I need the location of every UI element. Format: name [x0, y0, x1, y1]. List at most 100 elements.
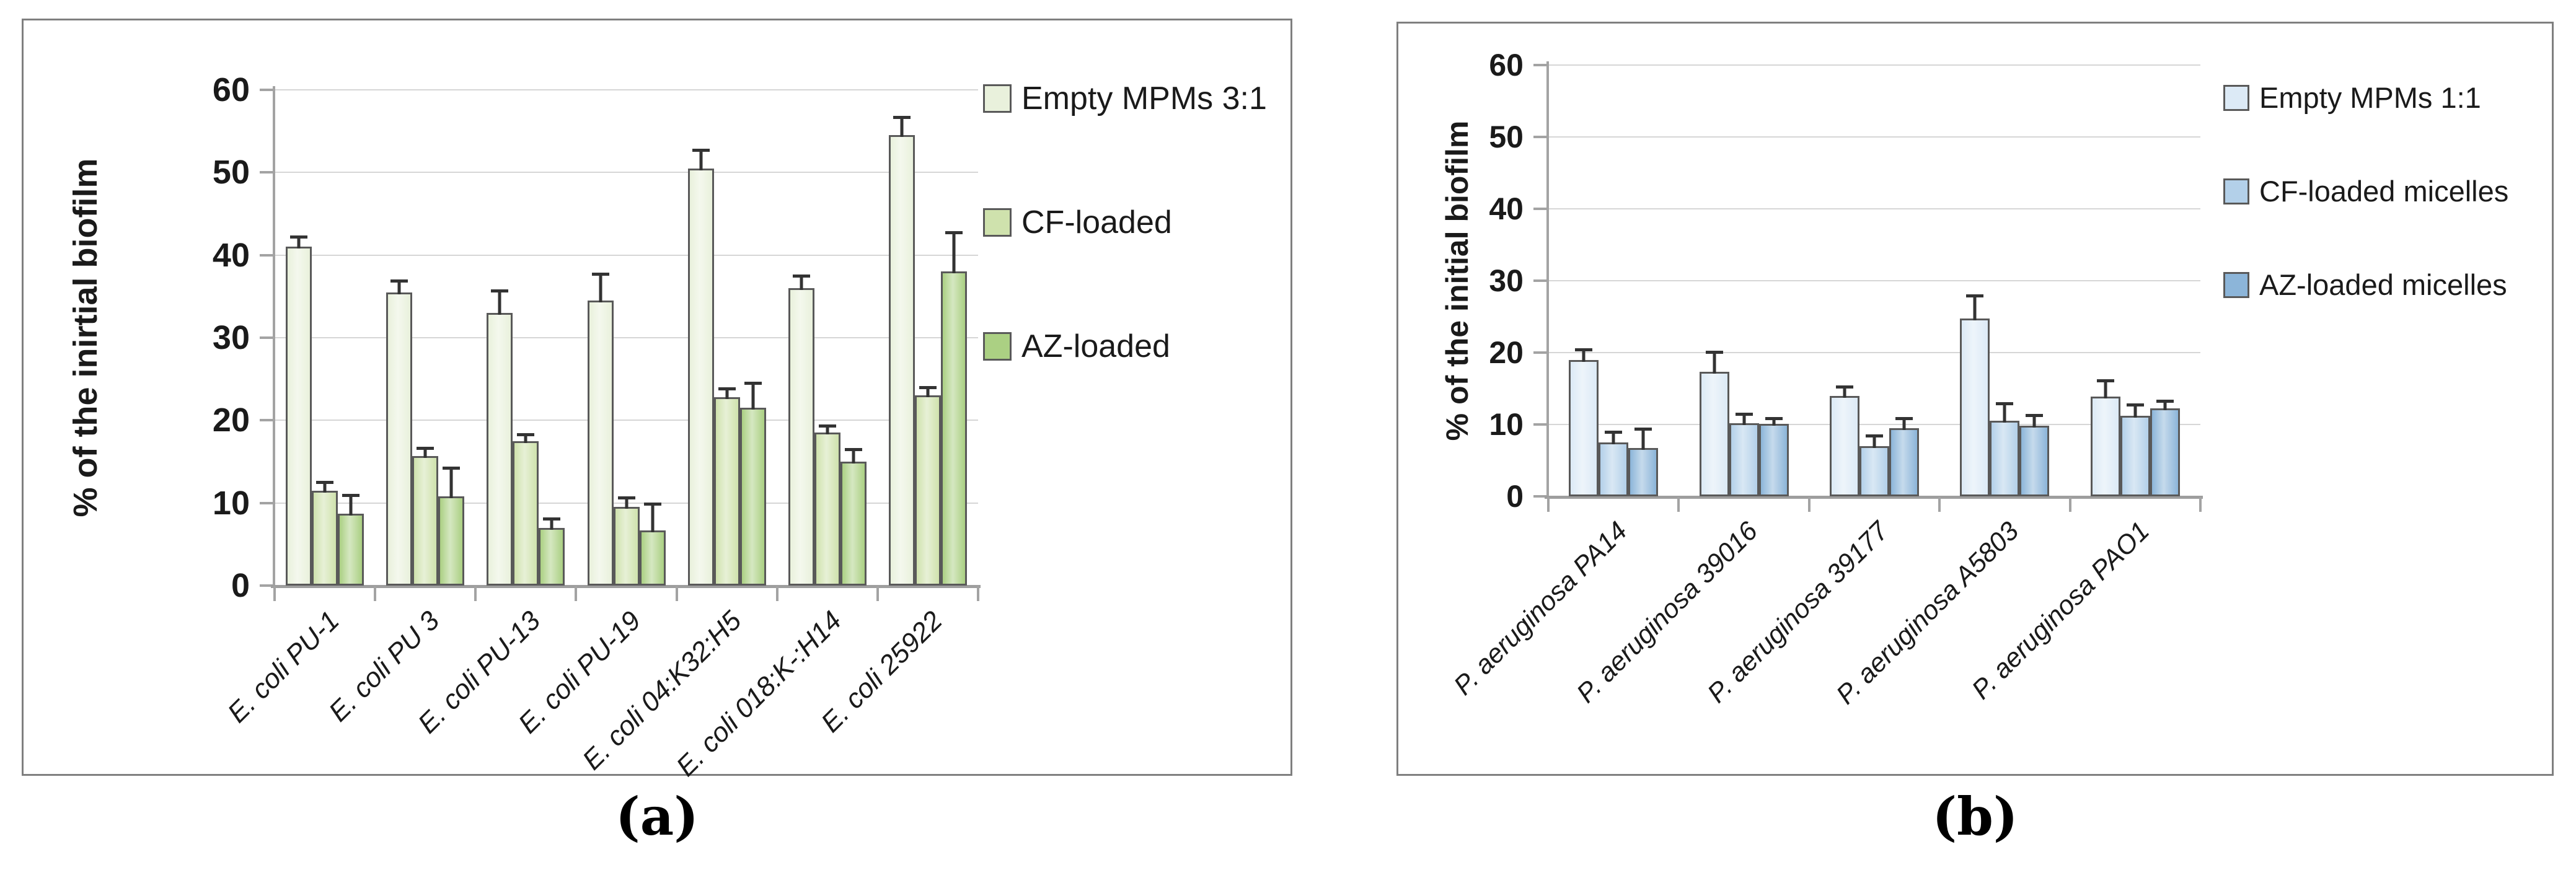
y-tick-label: 60: [1489, 48, 1524, 82]
y-gridline: [275, 254, 978, 256]
bar: [2019, 426, 2050, 496]
legend: Empty MPMs 3:1 CF-loaded AZ-loaded: [983, 82, 1267, 362]
y-tick-label: 50: [212, 154, 250, 191]
legend-item: Empty MPMs 1:1: [2223, 83, 2508, 112]
x-tick-mark: [2199, 497, 2202, 512]
error-bar-line: [1843, 389, 1846, 398]
bar: [1960, 319, 1990, 496]
bar: [1830, 395, 1859, 496]
bar: [940, 271, 967, 586]
error-bar-cap: [2026, 414, 2044, 418]
y-gridline: [1548, 280, 2200, 281]
error-bar-cap: [443, 467, 461, 470]
bar: [814, 433, 840, 586]
y-tick-label: 20: [212, 402, 250, 439]
y-gridline: [1548, 64, 2200, 66]
error-bar-line: [725, 390, 729, 399]
legend-item: CF-loaded: [983, 206, 1267, 239]
bar: [2150, 408, 2180, 496]
bar: [438, 496, 465, 586]
legend-label: AZ-loaded: [1021, 328, 1170, 364]
legend-item: CF-loaded micelles: [2223, 177, 2508, 206]
error-bar-line: [699, 152, 703, 170]
error-bar-line: [900, 118, 904, 138]
bar: [386, 292, 413, 586]
x-tick-mark: [675, 586, 678, 601]
error-bar-cap: [844, 447, 862, 451]
y-tick-label: 20: [1489, 335, 1524, 370]
y-tick-label: 30: [1489, 263, 1524, 298]
bar: [2090, 396, 2120, 496]
error-bar-cap: [919, 385, 937, 389]
error-bar-line: [599, 276, 602, 302]
y-tick-mark: [260, 253, 275, 257]
bar: [2120, 416, 2150, 496]
y-tick-mark: [260, 419, 275, 422]
error-bar-cap: [316, 481, 334, 484]
x-axis-line: [271, 585, 981, 588]
legend-label: CF-loaded: [1021, 204, 1172, 240]
error-bar-cap: [543, 517, 561, 521]
error-bar-cap: [1735, 413, 1753, 416]
error-bar-line: [952, 234, 956, 274]
error-bar-cap: [1705, 351, 1723, 354]
bar: [286, 247, 312, 586]
error-bar-line: [2163, 403, 2167, 411]
legend-swatch: [2223, 178, 2249, 204]
x-tick-mark: [775, 586, 779, 601]
error-bar-cap: [390, 279, 408, 283]
legend-swatch: [983, 84, 1012, 113]
y-tick-mark: [260, 584, 275, 587]
y-axis-title: % of the inirtial biofilm: [67, 158, 104, 517]
error-bar-line: [1641, 431, 1645, 450]
bar: [713, 397, 740, 586]
bar: [1758, 423, 1789, 496]
error-bar-cap: [342, 494, 360, 498]
bar: [840, 462, 867, 586]
error-bar-cap: [290, 235, 308, 239]
y-tick-label: 0: [231, 567, 250, 604]
y-axis-line: [273, 86, 275, 587]
error-bar-cap: [792, 274, 810, 278]
bar: [1859, 446, 1889, 496]
error-bar-cap: [617, 496, 635, 500]
bar: [888, 135, 915, 586]
error-bar-line: [297, 239, 301, 249]
error-bar-cap: [2096, 379, 2114, 382]
x-tick-mark: [1938, 497, 1941, 512]
legend-swatch: [2223, 271, 2249, 298]
error-bar-line: [926, 389, 930, 398]
y-tick-mark: [1533, 279, 1548, 282]
bar: [412, 455, 439, 586]
panel-b-figure: 0 10 20 30 40 50 60 P. aeruginosa PA14 P. aerugi…: [1396, 22, 2554, 776]
y-gridline: [275, 420, 978, 421]
caption-b: (b): [1932, 786, 2018, 847]
legend-swatch: [2223, 84, 2249, 111]
error-bar-line: [751, 385, 755, 410]
legend-item: Empty MPMs 3:1: [983, 82, 1267, 115]
x-tick-mark: [273, 586, 276, 601]
error-bar-line: [2104, 382, 2107, 398]
y-tick-mark: [260, 336, 275, 339]
error-bar-cap: [818, 424, 836, 428]
x-tick-mark: [575, 586, 578, 601]
bar: [1628, 448, 1659, 496]
error-bar-line: [423, 450, 427, 458]
y-tick-mark: [260, 501, 275, 504]
error-bar-line: [1973, 297, 1977, 321]
plot-area: 0 10 20 30 40 50 60 E. coli PU-1 E. coli PU 3 E. …: [213, 73, 981, 782]
x-tick-mark: [876, 586, 879, 601]
caption-a: (a): [615, 786, 699, 847]
error-bar-line: [852, 450, 855, 464]
error-bar-cap: [1634, 428, 1652, 431]
error-bar-cap: [2126, 403, 2144, 406]
error-bar-cap: [1575, 348, 1593, 351]
bar: [739, 408, 766, 586]
error-bar-cap: [491, 289, 509, 292]
legend-swatch: [983, 208, 1012, 237]
y-tick-label: 40: [1489, 191, 1524, 226]
legend-item: AZ-loaded: [983, 330, 1267, 362]
y-tick-label: 10: [1489, 407, 1524, 442]
error-bar-line: [651, 505, 654, 532]
